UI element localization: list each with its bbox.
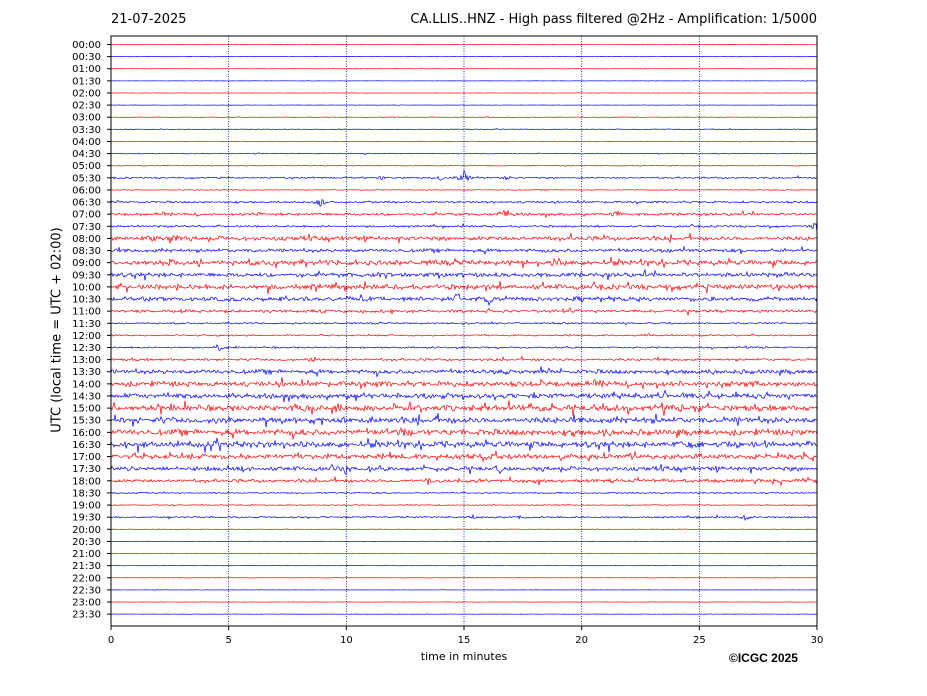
y-tick-label: 02:00 [72,88,101,99]
trace-row [110,333,818,337]
trace-row [111,257,818,269]
time-grid [228,36,700,626]
y-tick-label: 05:30 [72,173,101,184]
y-tick-label: 14:00 [72,379,101,390]
y-tick-label: 21:00 [72,549,101,560]
trace-row [110,245,818,256]
x-tick-label: 25 [693,635,706,646]
y-tick-label: 03:30 [72,125,101,136]
y-tick-label: 08:00 [72,234,101,245]
y-tick-label: 22:00 [72,573,101,584]
x-tick-label: 0 [108,635,114,646]
y-tick-label: 05:00 [72,161,101,172]
y-tick-label: 23:30 [72,610,101,621]
trace-row [110,490,818,495]
chart-title: CA.LLIS..HNZ - High pass filtered @2Hz -… [410,12,817,27]
trace-row [110,437,818,453]
y-tick-label: 18:30 [72,488,101,499]
y-tick-label: 07:30 [72,222,101,233]
y-tick-label: 17:00 [72,452,101,463]
y-tick-label: 16:30 [72,440,101,451]
y-tick-label: 03:00 [72,113,101,124]
x-tick-label: 20 [575,635,588,646]
y-tick-label: 22:30 [72,585,101,596]
x-tick-label: 5 [225,635,231,646]
x-tick-label: 10 [340,635,353,646]
x-tick-label: 15 [458,635,471,646]
y-tick-label: 19:30 [72,513,101,524]
y-tick-label: 15:00 [72,404,101,415]
plot-frame [110,35,818,627]
y-tick-label: 11:30 [72,319,101,330]
y-tick-label: 01:00 [72,64,101,75]
y-tick-label: 04:30 [72,149,101,160]
x-axis-ticks: 0 5 10 15 20 25 30 [108,626,824,646]
y-tick-label: 09:00 [72,258,101,269]
trace-row [110,164,818,167]
trace-row [110,366,818,378]
y-tick-label: 16:00 [72,428,101,439]
y-tick-label: 20:00 [72,525,101,536]
trace-row [110,199,818,207]
y-tick-label: 12:00 [72,331,101,342]
trace-row [110,80,818,82]
y-tick-label: 07:00 [72,210,101,221]
y-axis-label: UTC (local time = UTC + 02:00) [49,227,65,433]
y-tick-label: 19:00 [72,501,101,512]
y-tick-label: 06:30 [72,198,101,209]
y-tick-label: 21:30 [72,561,101,572]
y-tick-label: 01:30 [72,76,101,87]
y-tick-label: 23:00 [72,598,101,609]
y-tick-label: 10:00 [72,282,101,293]
y-tick-label: 15:30 [72,416,101,427]
y-tick-label: 18:00 [72,476,101,487]
y-tick-label: 11:00 [72,307,101,318]
trace-row [110,280,818,295]
trace-row [110,413,818,428]
y-tick-label: 14:30 [72,391,101,402]
y-tick-label: 13:00 [72,355,101,366]
y-tick-label: 04:00 [72,137,101,148]
trace-row [110,189,818,191]
trace-row [110,116,818,119]
copyright-label: ©ICGC 2025 [729,651,798,665]
y-tick-label: 12:30 [72,343,101,354]
y-tick-label: 09:30 [72,270,101,281]
y-tick-label: 17:30 [72,464,101,475]
x-tick-label: 30 [811,635,824,646]
y-tick-label: 13:30 [72,367,101,378]
trace-row [110,589,818,591]
y-tick-label: 02:30 [72,101,101,112]
trace-row [110,503,818,507]
y-tick-label: 00:30 [72,52,101,63]
y-tick-label: 00:00 [72,40,101,51]
x-axis-label: time in minutes [420,650,508,663]
trace-row [110,92,818,94]
y-tick-label: 20:30 [72,537,101,548]
y-tick-label: 08:30 [72,246,101,257]
date-label: 21-07-2025 [111,12,187,27]
y-tick-label: 06:00 [72,185,101,196]
trace-row [110,344,818,351]
trace-row [110,427,818,440]
y-tick-label: 10:30 [72,295,101,306]
trace-row [110,169,818,182]
trace-row [110,321,818,326]
trace-row [110,400,818,416]
